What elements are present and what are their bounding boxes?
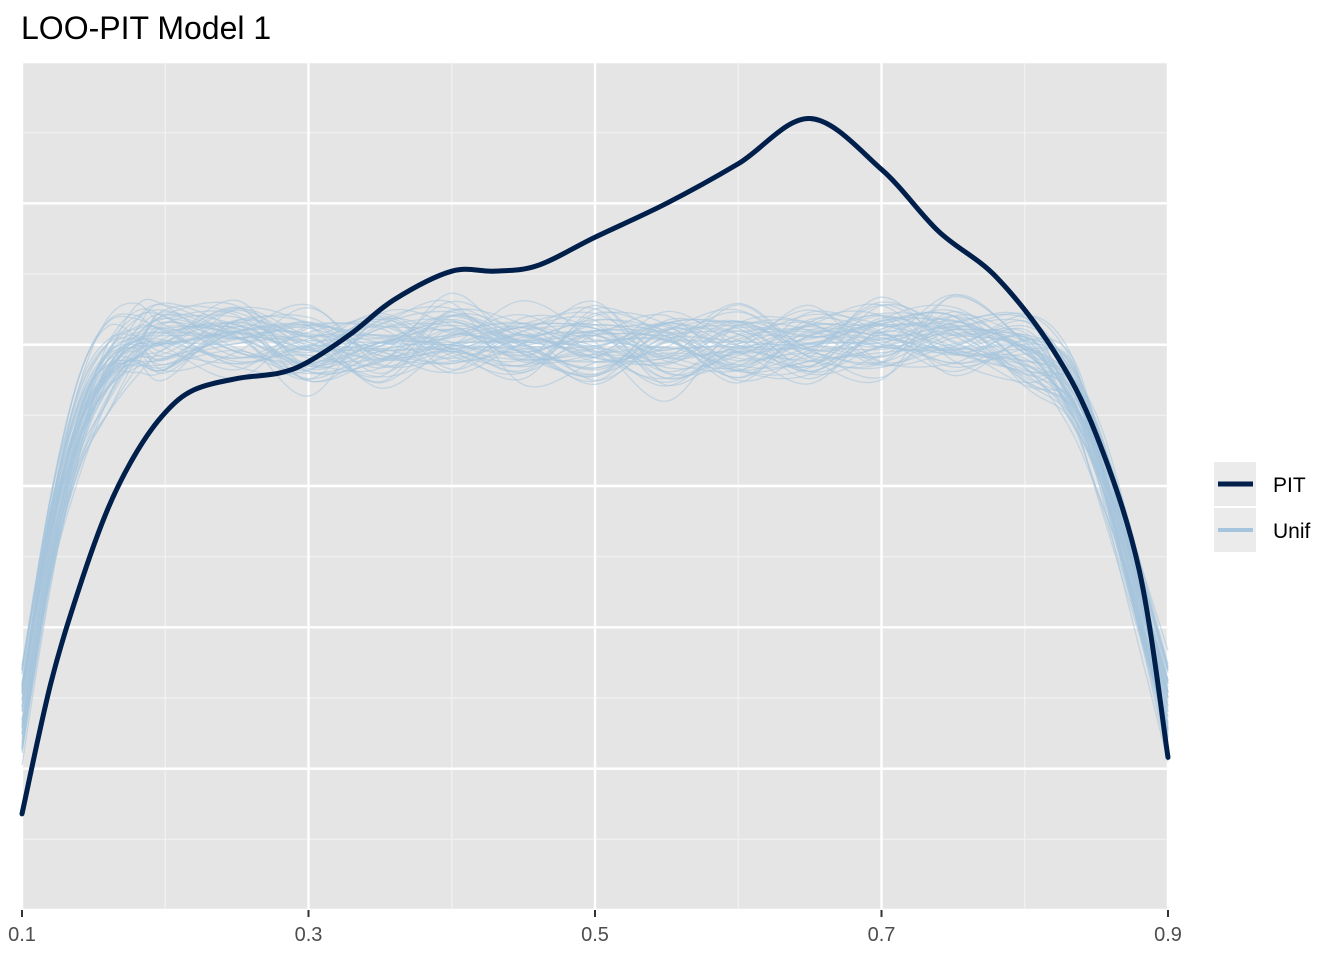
x-tick-label: 0.1 bbox=[8, 924, 36, 946]
legend: PIT Unif bbox=[1214, 462, 1311, 552]
unif-replicate-line bbox=[21, 311, 1169, 681]
unif-replicate-line bbox=[21, 314, 1169, 673]
chart-title: LOO-PIT Model 1 bbox=[21, 10, 271, 46]
unif-replicate-line bbox=[21, 296, 1169, 692]
legend-label-pit: PIT bbox=[1273, 474, 1306, 497]
legend-label-unif: Unif bbox=[1273, 520, 1311, 543]
unif-replicate-line bbox=[21, 304, 1169, 708]
x-axis: 0.1 0.3 0.5 0.7 0.9 bbox=[8, 910, 1182, 946]
unif-replicate-line bbox=[21, 315, 1169, 736]
unif-replicate-line bbox=[21, 300, 1169, 736]
pit-line bbox=[19, 116, 1171, 817]
x-tick-label: 0.5 bbox=[581, 924, 609, 946]
pit-line-group bbox=[19, 116, 1171, 817]
x-tick-label: 0.3 bbox=[295, 924, 323, 946]
x-tick-label: 0.7 bbox=[868, 924, 896, 946]
unif-replicate-lines bbox=[21, 292, 1169, 766]
unif-replicate-line bbox=[21, 314, 1169, 729]
unif-replicate-line bbox=[21, 315, 1169, 688]
unif-replicate-line bbox=[21, 321, 1169, 692]
x-tick-label: 0.9 bbox=[1154, 924, 1182, 946]
unif-replicate-line bbox=[21, 325, 1169, 747]
unif-replicate-line bbox=[21, 310, 1169, 708]
unif-replicate-line bbox=[21, 292, 1169, 739]
